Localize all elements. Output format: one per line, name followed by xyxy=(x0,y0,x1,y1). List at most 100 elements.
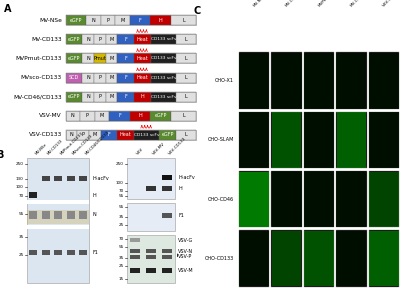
Bar xyxy=(336,171,366,227)
Bar xyxy=(134,54,151,63)
Text: F: F xyxy=(124,56,127,61)
Bar xyxy=(66,211,75,219)
Text: VSV-P: VSV-P xyxy=(178,254,193,259)
Bar xyxy=(162,249,172,253)
Text: eGFP: eGFP xyxy=(70,18,82,23)
Text: P: P xyxy=(86,113,89,118)
Bar xyxy=(239,112,269,168)
Text: H: H xyxy=(92,193,96,198)
Text: CD133 scFv: CD133 scFv xyxy=(150,95,176,99)
Bar xyxy=(134,72,151,83)
Text: L: L xyxy=(184,56,187,61)
Bar xyxy=(150,15,171,25)
Bar xyxy=(66,15,86,25)
Bar xyxy=(304,112,334,168)
Bar xyxy=(272,53,302,109)
Bar xyxy=(109,111,130,121)
Text: CD133 scFv: CD133 scFv xyxy=(134,133,160,137)
Bar xyxy=(151,92,176,102)
Text: F: F xyxy=(108,132,110,137)
Bar xyxy=(336,53,366,109)
Bar xyxy=(176,130,196,140)
Bar xyxy=(162,175,172,180)
Bar xyxy=(27,200,89,204)
Bar xyxy=(27,226,89,229)
Text: F: F xyxy=(124,94,127,99)
Text: 15: 15 xyxy=(119,276,124,281)
Text: eGFP: eGFP xyxy=(155,113,167,118)
Bar xyxy=(239,230,269,286)
Text: M: M xyxy=(120,18,125,23)
Bar xyxy=(89,130,101,140)
Text: M: M xyxy=(110,94,114,99)
Text: F: F xyxy=(124,37,127,42)
Text: MV-CD46/CD133: MV-CD46/CD133 xyxy=(13,94,62,99)
Bar xyxy=(66,34,196,44)
Text: VSV-MV: VSV-MV xyxy=(152,141,166,155)
Text: L: L xyxy=(184,94,187,99)
Bar xyxy=(66,130,196,140)
Text: H: H xyxy=(178,186,182,191)
Text: MVPmut-CD133: MVPmut-CD133 xyxy=(317,0,343,8)
Bar xyxy=(304,231,334,286)
Bar xyxy=(304,52,334,109)
Text: eGFP: eGFP xyxy=(161,132,174,137)
Text: 250: 250 xyxy=(16,162,24,166)
Bar xyxy=(86,15,101,25)
Bar xyxy=(79,211,87,219)
Bar xyxy=(82,54,94,63)
Text: eGFP: eGFP xyxy=(68,37,80,42)
Bar xyxy=(27,210,89,224)
Bar xyxy=(146,186,156,191)
Bar xyxy=(127,235,175,283)
Text: H: H xyxy=(141,94,144,99)
Bar xyxy=(134,92,151,102)
Bar xyxy=(239,52,270,109)
Bar xyxy=(130,268,140,273)
Bar xyxy=(42,176,50,181)
Bar xyxy=(54,250,62,255)
Bar xyxy=(66,111,80,121)
Text: MVPmut-CD133: MVPmut-CD133 xyxy=(15,56,62,61)
Bar xyxy=(151,34,176,44)
Bar xyxy=(150,111,171,121)
Text: N: N xyxy=(86,75,90,80)
Bar xyxy=(162,268,172,273)
Bar xyxy=(134,130,159,140)
Bar xyxy=(130,249,140,253)
Text: 25: 25 xyxy=(118,223,124,227)
Text: MV-NSe: MV-NSe xyxy=(39,18,62,23)
Bar xyxy=(162,213,172,218)
Bar xyxy=(66,130,77,140)
Bar xyxy=(66,34,82,44)
Text: 70: 70 xyxy=(118,189,124,193)
Bar xyxy=(151,72,176,83)
Text: H: H xyxy=(159,18,163,23)
Bar xyxy=(127,158,175,199)
Text: L: L xyxy=(184,37,187,42)
Text: L: L xyxy=(182,113,185,118)
Bar xyxy=(42,211,50,219)
Text: MVPmut-CD133: MVPmut-CD133 xyxy=(59,131,84,155)
Text: Heat: Heat xyxy=(137,75,148,80)
Bar xyxy=(118,54,134,63)
Bar xyxy=(94,111,109,121)
Text: MV-NSe: MV-NSe xyxy=(252,0,266,8)
Text: H: H xyxy=(138,113,142,118)
Text: 35: 35 xyxy=(118,256,124,260)
Text: M: M xyxy=(93,132,97,137)
Text: 70: 70 xyxy=(118,237,124,241)
Bar xyxy=(146,249,156,253)
Bar xyxy=(369,112,399,168)
Bar xyxy=(369,112,399,168)
Bar xyxy=(94,54,106,63)
Bar xyxy=(272,112,302,168)
Text: P: P xyxy=(98,94,101,99)
Text: 55: 55 xyxy=(18,212,24,216)
Text: F: F xyxy=(118,113,121,118)
Bar xyxy=(239,171,270,227)
Text: N: N xyxy=(70,132,73,137)
Bar xyxy=(336,52,367,109)
Text: 25: 25 xyxy=(118,264,124,268)
Text: 55: 55 xyxy=(118,194,124,198)
